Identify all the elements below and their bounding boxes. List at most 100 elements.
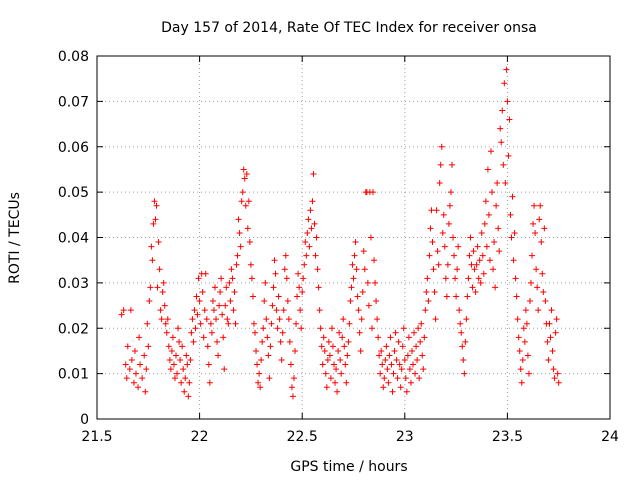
data-point <box>246 239 253 246</box>
data-point <box>430 266 437 273</box>
data-point <box>394 375 401 382</box>
data-point <box>167 366 174 373</box>
data-point <box>265 352 272 359</box>
data-point <box>410 361 417 368</box>
data-point <box>268 320 275 327</box>
data-point <box>123 375 130 382</box>
data-point <box>325 338 332 345</box>
data-point <box>242 202 249 209</box>
data-point <box>199 288 206 295</box>
data-point <box>311 220 318 227</box>
data-point <box>392 329 399 336</box>
x-tick-label: 22 <box>191 429 209 445</box>
data-point <box>171 375 178 382</box>
data-point <box>327 375 334 382</box>
data-point <box>335 347 342 354</box>
data-point <box>462 338 469 345</box>
data-point <box>443 293 450 300</box>
data-point <box>196 298 203 305</box>
data-point <box>464 293 471 300</box>
data-point <box>360 248 367 255</box>
data-point <box>453 293 460 300</box>
x-tick-label: 23.5 <box>492 429 523 445</box>
data-point <box>535 307 542 314</box>
data-point <box>164 316 171 323</box>
data-point <box>428 207 435 214</box>
data-point <box>417 338 424 345</box>
data-point <box>422 307 429 314</box>
data-point <box>542 298 549 305</box>
data-point <box>297 307 304 314</box>
data-point <box>536 216 543 223</box>
data-point <box>301 261 308 268</box>
x-tick-label: 24 <box>601 429 619 445</box>
data-point <box>227 298 234 305</box>
data-point <box>130 379 137 386</box>
data-point <box>222 302 229 309</box>
data-point <box>245 198 252 205</box>
data-point <box>124 343 131 350</box>
chart-title: Day 157 of 2014, Rate Of TEC Index for r… <box>161 20 537 36</box>
data-point <box>256 370 263 377</box>
data-point <box>173 352 180 359</box>
data-point <box>202 270 209 277</box>
data-point <box>518 379 525 386</box>
data-point <box>324 357 331 364</box>
data-point <box>376 352 383 359</box>
data-point <box>496 248 503 255</box>
data-point <box>498 139 505 146</box>
data-point <box>411 329 418 336</box>
data-point <box>402 375 409 382</box>
data-point <box>223 284 230 291</box>
data-point <box>526 298 533 305</box>
axis-ticks: 0 0.01 0.02 0.03 0.04 0.05 0.06 0.07 0.08 21.5 22 2… <box>58 49 619 445</box>
data-point <box>262 279 269 286</box>
data-point <box>181 388 188 395</box>
data-point <box>332 379 339 386</box>
data-point <box>280 307 287 314</box>
data-point <box>219 311 226 318</box>
data-point <box>289 393 296 400</box>
data-point <box>352 239 359 246</box>
x-axis-label: GPS time / hours <box>290 459 407 475</box>
data-point <box>159 288 166 295</box>
data-point <box>395 338 402 345</box>
data-point <box>271 257 278 264</box>
data-point <box>358 316 365 323</box>
data-point <box>507 211 514 218</box>
data-point <box>213 316 220 323</box>
data-point <box>192 325 199 332</box>
data-point <box>200 334 207 341</box>
x-tick-label: 21.5 <box>81 429 112 445</box>
data-point <box>132 370 139 377</box>
data-point <box>424 275 431 282</box>
data-point <box>533 266 540 273</box>
data-point <box>152 216 159 223</box>
data-point <box>231 288 238 295</box>
data-point <box>486 257 493 264</box>
data-point <box>336 329 343 336</box>
data-point <box>208 329 215 336</box>
data-point <box>176 338 183 345</box>
data-point <box>477 279 484 286</box>
data-point <box>510 257 517 264</box>
data-point <box>421 334 428 341</box>
data-point <box>371 257 378 264</box>
data-point <box>190 338 197 345</box>
data-point <box>387 334 394 341</box>
data-point <box>218 275 225 282</box>
data-point <box>425 298 432 305</box>
data-point <box>232 320 239 327</box>
data-point <box>348 284 355 291</box>
data-point <box>326 352 333 359</box>
data-point <box>436 180 443 187</box>
data-point <box>302 239 309 246</box>
data-point <box>489 189 496 196</box>
data-point <box>237 243 244 250</box>
data-point <box>480 270 487 277</box>
data-point <box>266 375 273 382</box>
data-point <box>473 261 480 268</box>
data-point <box>300 275 307 282</box>
data-point <box>221 366 228 373</box>
